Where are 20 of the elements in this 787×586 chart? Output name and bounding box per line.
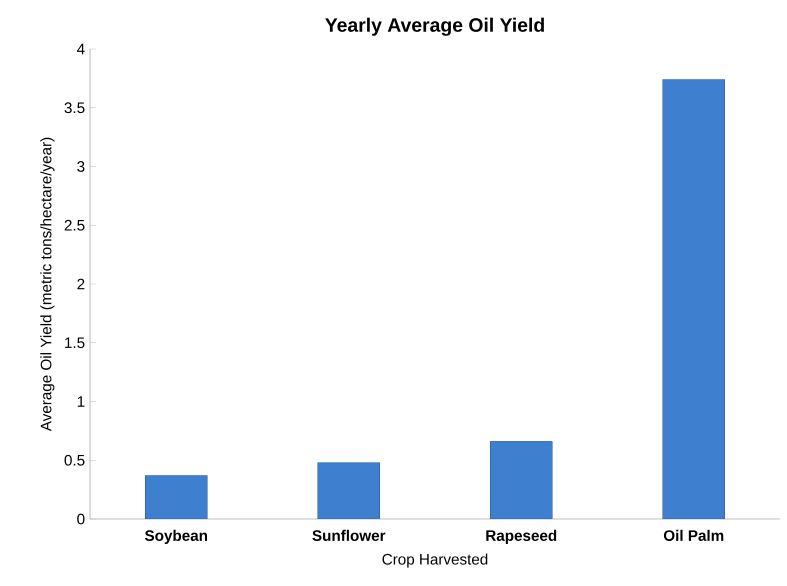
- y-tick-label: 1.5: [65, 337, 84, 348]
- x-tick-label: Rapeseed: [486, 530, 556, 544]
- bar: [490, 441, 553, 519]
- y-tick-label: 0.5: [64, 454, 84, 466]
- x-axis-title: Crop Harvested: [382, 553, 488, 568]
- y-tick-label: 2.5: [64, 220, 84, 231]
- x-tick-label: Sunflower: [312, 530, 386, 541]
- y-tick-label: 3.5: [64, 102, 84, 114]
- chart-title: Yearly Average Oil Yield: [325, 18, 544, 36]
- bar: [662, 79, 726, 519]
- y-tick-label: 1: [78, 396, 84, 407]
- x-tick-label: Soybean: [144, 530, 208, 544]
- y-axis-title: Average Oil Yield (metric tons/hectare/year): [40, 138, 54, 432]
- x-tick-label: Oil Palm: [664, 530, 724, 541]
- y-tick-label: 3: [77, 161, 84, 172]
- y-tick-label: 4: [76, 44, 85, 54]
- y-tick-label: 0: [77, 514, 84, 524]
- bar: [317, 462, 380, 519]
- y-tick-label: 2: [77, 278, 84, 290]
- bar: [144, 475, 208, 519]
